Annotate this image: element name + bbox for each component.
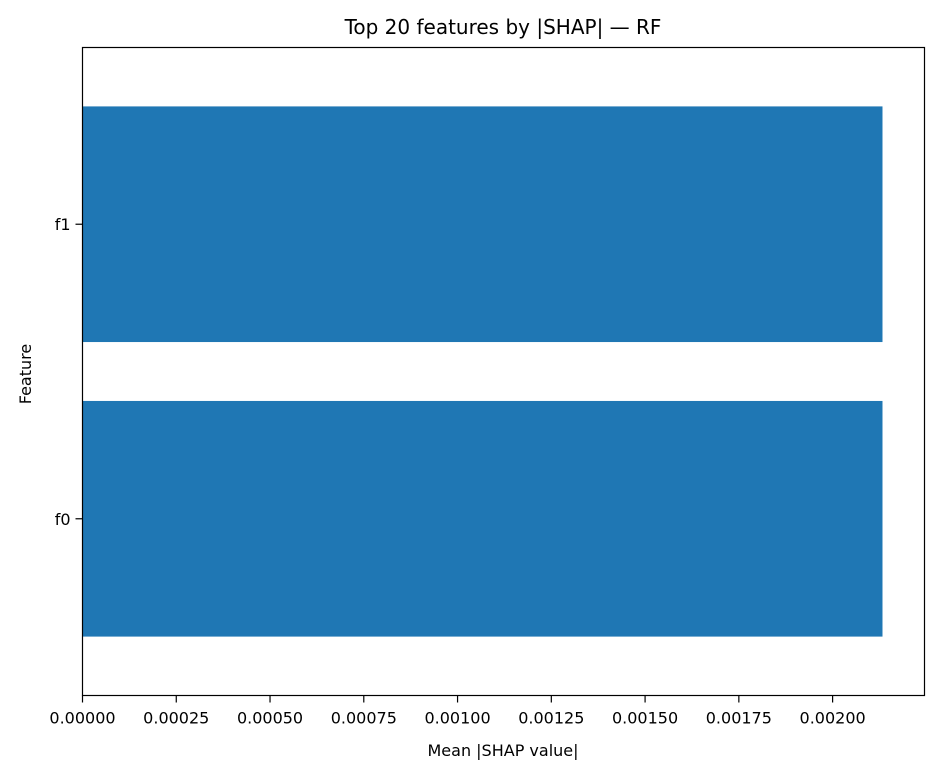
- bars-group: [82, 106, 883, 637]
- x-ticks-group: 0.00000 0.00025 0.00050 0.00075 0.00100 0.001…: [49, 695, 866, 728]
- x-tick-label: 0.00175: [706, 709, 772, 728]
- x-tick-label: 0.00100: [424, 709, 490, 728]
- x-tick-label: 0.00125: [518, 709, 584, 728]
- x-tick-label: 0.00025: [143, 709, 209, 728]
- y-tick-label-f0: f0: [55, 510, 71, 529]
- x-tick-label: 0.00075: [331, 709, 397, 728]
- x-tick-label: 0.00000: [49, 709, 115, 728]
- y-axis-label: Feature: [16, 344, 35, 404]
- chart-title: Top 20 features by |SHAP| — RF: [344, 15, 662, 39]
- x-tick-label: 0.00200: [800, 709, 866, 728]
- x-axis-label: Mean |SHAP value|: [427, 741, 578, 760]
- y-ticks-group: f1 f0: [55, 215, 83, 529]
- y-tick-label-f1: f1: [55, 215, 71, 234]
- bar-f0: [82, 400, 883, 637]
- x-tick-label: 0.00150: [612, 709, 678, 728]
- plot-frame: [81, 46, 926, 697]
- bar-f1: [82, 106, 883, 343]
- x-tick-label: 0.00050: [237, 709, 303, 728]
